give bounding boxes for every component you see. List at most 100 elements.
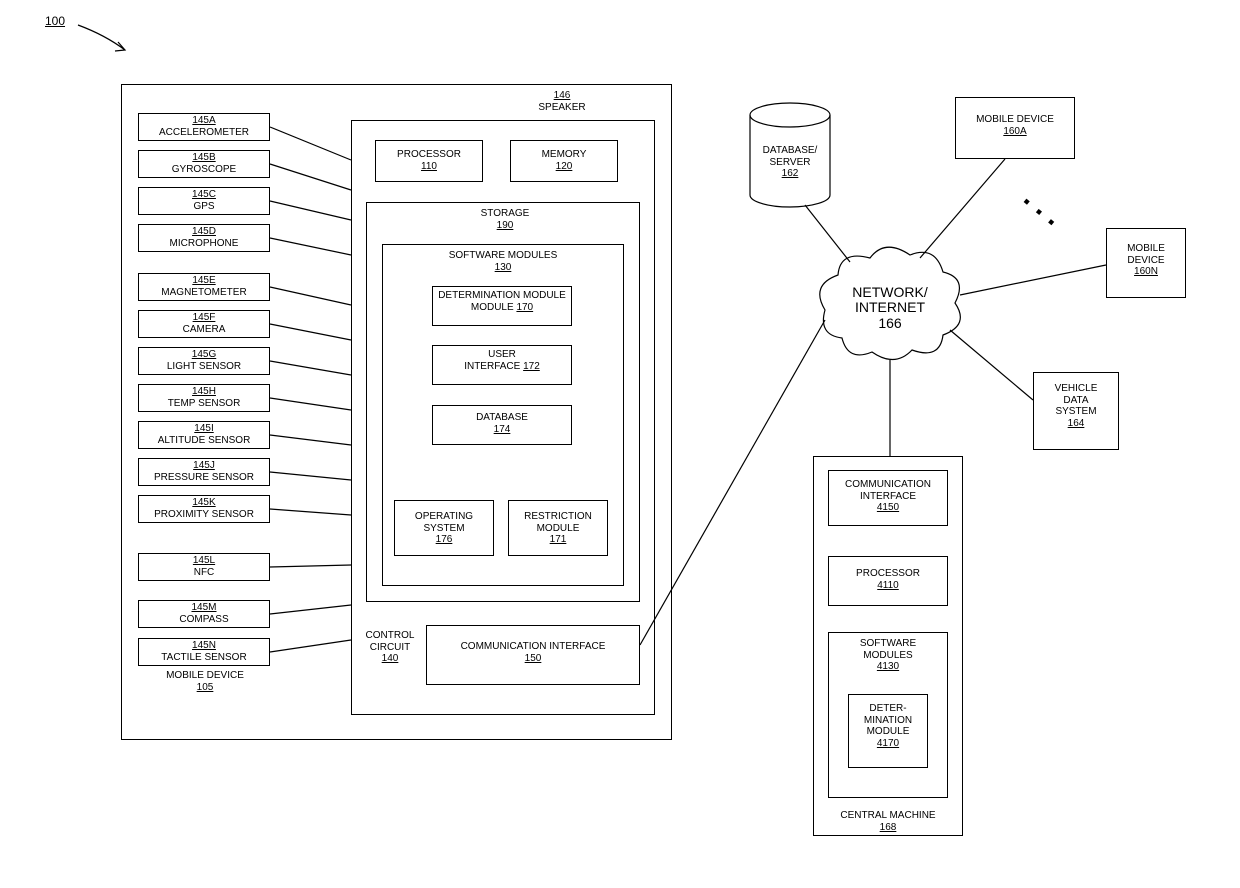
sensor-label: MICROPHONE: [170, 238, 239, 249]
cm-dm-l2: MINATION: [864, 715, 912, 726]
database-server-l2: SERVER: [770, 157, 811, 168]
processor-label: PROCESSOR: [397, 149, 461, 160]
sensor-label: PRESSURE SENSOR: [154, 472, 254, 483]
cm-proc-ref: 4110: [877, 580, 899, 591]
comm-interface-box: COMMUNICATION INTERFACE 150: [426, 625, 640, 685]
sensor-145K: 145K PROXIMITY SENSOR: [138, 495, 270, 523]
database-server-l1: DATABASE/: [763, 145, 818, 156]
md-n-l1: MOBILE: [1127, 243, 1165, 254]
mobile-device-160A: MOBILE DEVICE 160A: [955, 97, 1075, 159]
cm-ci-l1: COMMUNICATION: [845, 479, 931, 490]
sensor-label: NFC: [194, 567, 215, 578]
cm-dm-ref: 4170: [877, 738, 899, 749]
comm-interface-ref: 150: [525, 653, 542, 664]
sensor-145N: 145N TACTILE SENSOR: [138, 638, 270, 666]
sensor-label: MAGNETOMETER: [161, 287, 246, 298]
database-server-ref: 162: [782, 168, 799, 179]
sensor-ref: 145M: [191, 602, 216, 613]
sensor-label: TACTILE SENSOR: [161, 652, 246, 663]
mobile-device-label-block: MOBILE DEVICE 105: [160, 670, 250, 693]
sensor-label: CAMERA: [183, 324, 226, 335]
sensor-ref: 145A: [192, 115, 215, 126]
md-n-l2: DEVICE: [1127, 255, 1164, 266]
sensor-label: GYROSCOPE: [172, 164, 236, 175]
sensor-ref: 145E: [192, 275, 215, 286]
sensor-145M: 145M COMPASS: [138, 600, 270, 628]
network-label-block: NETWORK/ INTERNET 166: [835, 285, 945, 331]
cm-comm-interface: COMMUNICATION INTERFACE 4150: [828, 470, 948, 526]
sensor-label: TEMP SENSOR: [168, 398, 241, 409]
cm-proc-label: PROCESSOR: [856, 568, 920, 579]
central-machine-label: CENTRAL MACHINE: [840, 810, 935, 821]
cm-ci-l2: INTERFACE: [860, 491, 916, 502]
restriction-module-box: RESTRICTIONMODULE 171: [508, 500, 608, 556]
cm-ci-ref: 4150: [877, 502, 899, 513]
control-circuit-label-block: CONTROLCIRCUIT 140: [360, 630, 420, 665]
central-machine-ref: 168: [880, 822, 897, 833]
comm-interface-label: COMMUNICATION INTERFACE: [461, 641, 606, 652]
mobile-device-160N: MOBILE DEVICE 160N: [1106, 228, 1186, 298]
sensor-145G: 145G LIGHT SENSOR: [138, 347, 270, 375]
memory-box: MEMORY 120: [510, 140, 618, 182]
determination-module-box: DETERMINATION MODULE MODULE 170: [432, 286, 572, 326]
cm-dm-l3: MODULE: [867, 726, 910, 737]
vds-l2: DATA: [1063, 395, 1088, 406]
software-modules-ref: 130: [495, 262, 512, 273]
sensor-ref: 145I: [194, 423, 213, 434]
sensor-145F: 145F CAMERA: [138, 310, 270, 338]
network-l2: INTERNET: [855, 299, 925, 315]
operating-system-ref: 176: [436, 534, 453, 545]
sensor-ref: 145F: [193, 312, 216, 323]
processor-box: PROCESSOR 110: [375, 140, 483, 182]
sensor-ref: 145D: [192, 226, 216, 237]
software-modules-label-block: SOFTWARE MODULES 130: [443, 250, 563, 273]
sensor-145I: 145I ALTITUDE SENSOR: [138, 421, 270, 449]
sensor-145C: 145C GPS: [138, 187, 270, 215]
sensor-145J: 145J PRESSURE SENSOR: [138, 458, 270, 486]
memory-ref: 120: [556, 161, 573, 172]
operating-system-box: OPERATINGSYSTEM 176: [394, 500, 494, 556]
sensor-ref: 145J: [193, 460, 215, 471]
ellipsis-dots: ■ ■ ■: [1022, 196, 1060, 230]
sensor-145A: 145A ACCELEROMETER: [138, 113, 270, 141]
storage-label: STORAGE: [481, 208, 530, 219]
sensor-145H: 145H TEMP SENSOR: [138, 384, 270, 412]
vehicle-data-system: VEHICLE DATA SYSTEM 164: [1033, 372, 1119, 450]
sensor-145D: 145D MICROPHONE: [138, 224, 270, 252]
speaker-label: SPEAKER: [538, 102, 585, 113]
speaker-ref: 146: [554, 90, 571, 101]
user-interface-box: USER INTERFACE 172: [432, 345, 572, 385]
storage-ref: 190: [497, 220, 514, 231]
vds-l1: VEHICLE: [1055, 383, 1098, 394]
cm-determination-module: DETER- MINATION MODULE 4170: [848, 694, 928, 768]
storage-label-block: STORAGE 190: [460, 208, 550, 231]
restriction-module-ref: 171: [550, 534, 567, 545]
sensor-ref: 145L: [193, 555, 215, 566]
network-ref: 166: [878, 315, 901, 331]
user-interface-ref: 172: [523, 361, 540, 372]
sensor-label: GPS: [193, 201, 214, 212]
mobile-device-a-ref: 160A: [1003, 126, 1026, 137]
diagram-canvas: 100 146 SPEAKER 145A ACCELEROMETER 145B …: [0, 0, 1240, 888]
central-machine-label-block: CENTRAL MACHINE 168: [828, 810, 948, 833]
sensor-ref: 145C: [192, 189, 216, 200]
database-box: DATABASE 174: [432, 405, 572, 445]
mobile-device-a-label: MOBILE DEVICE: [976, 114, 1054, 125]
vds-ref: 164: [1068, 418, 1085, 429]
sensor-label: COMPASS: [179, 614, 228, 625]
cm-processor: PROCESSOR 4110: [828, 556, 948, 606]
sensor-label: ALTITUDE SENSOR: [158, 435, 251, 446]
md-n-ref: 160N: [1134, 266, 1158, 277]
sensor-ref: 145H: [192, 386, 216, 397]
sensor-label: ACCELEROMETER: [159, 127, 249, 138]
speaker-block: 146 SPEAKER: [527, 90, 597, 113]
cm-sm-label-block: SOFTWARE MODULES 4130: [848, 638, 928, 673]
processor-ref: 110: [421, 161, 437, 172]
mobile-device-label: MOBILE DEVICE: [166, 670, 244, 681]
control-circuit-ref: 140: [382, 653, 399, 664]
sensor-145L: 145L NFC: [138, 553, 270, 581]
sensor-label: LIGHT SENSOR: [167, 361, 241, 372]
sensor-145E: 145E MAGNETOMETER: [138, 273, 270, 301]
sensor-145B: 145B GYROSCOPE: [138, 150, 270, 178]
sensor-ref: 145K: [192, 497, 215, 508]
